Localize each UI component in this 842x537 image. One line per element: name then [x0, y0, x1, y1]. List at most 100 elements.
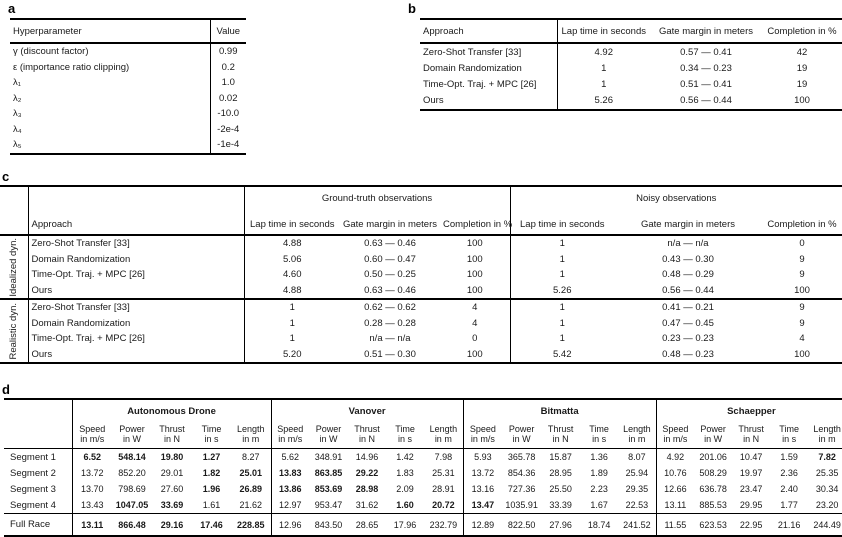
- table-cell: 25.31: [432, 468, 455, 478]
- table-cell: 13.72: [71, 465, 112, 481]
- section-label-text: Realistic dyn.: [7, 302, 19, 360]
- table-cell: 1.77: [780, 500, 798, 510]
- metric-header-line: Time: [201, 423, 222, 434]
- table-cell: 25.01: [239, 468, 263, 478]
- approach-comparison-table: Approach Lap time in seconds Gate margin i…: [420, 18, 842, 111]
- table-cell: 1: [243, 331, 340, 347]
- section-label: Realistic dyn.: [0, 298, 28, 363]
- table-cell: 2.40: [780, 484, 798, 494]
- column-header: Lap time in seconds: [243, 206, 340, 236]
- metric-header: Speed in m/s: [71, 418, 112, 449]
- table-cell: 9: [799, 269, 805, 281]
- table-row: λ₃ -10.0: [10, 106, 246, 122]
- metric-header-line: Length: [237, 423, 265, 434]
- hyperparameter-value: -10.0: [209, 106, 246, 122]
- column-header: Value: [209, 19, 246, 44]
- metric-header-line: in N: [359, 434, 376, 445]
- table-cell: 9: [799, 317, 805, 329]
- table-cell: 13.47: [462, 497, 503, 514]
- table-cell: 2.36: [780, 468, 798, 478]
- table-cell: 5.93: [462, 448, 503, 465]
- hyperparameter-name: γ (discount factor): [13, 46, 89, 58]
- table-cell: 365.78: [507, 452, 536, 462]
- metric-header: Length in m: [231, 418, 272, 449]
- table-cell: 18.74: [580, 513, 619, 536]
- hyperparameter-name: λ₅: [13, 139, 22, 151]
- table-cell: 13.11: [655, 497, 695, 514]
- table-cell: 29.35: [625, 484, 649, 494]
- section-label-text: Idealized dyn.: [7, 237, 19, 297]
- table-row: Hyperparameter Value: [10, 19, 246, 44]
- metric-header-line: Length: [429, 423, 458, 434]
- table-cell: 5.62: [270, 448, 310, 465]
- metric-header: Thrust in N: [152, 418, 192, 449]
- panel-c-label: c: [2, 169, 10, 184]
- approach-name: Zero-Shot Transfer [33]: [27, 235, 244, 252]
- table-cell: 1.83: [396, 468, 414, 478]
- row-header: Segment 4: [10, 499, 56, 511]
- table-cell: 1.36: [590, 452, 608, 462]
- table-cell: 1: [243, 298, 340, 316]
- table-cell: 21.16: [770, 513, 809, 536]
- table-cell: 100: [466, 253, 483, 265]
- column-header: Gate margin in meters: [340, 206, 440, 236]
- table-cell: 1: [556, 60, 650, 77]
- table-cell: 28.65: [348, 513, 387, 536]
- table-cell: 636.78: [699, 484, 727, 494]
- metric-header-line: in N: [743, 434, 760, 445]
- table-cell: 13.43: [71, 497, 112, 514]
- table-cell: 19: [796, 78, 808, 90]
- table-cell: 798.69: [118, 484, 146, 494]
- pilot-header: Schaepper: [655, 399, 842, 418]
- column-header: Lap time in seconds: [556, 19, 650, 44]
- table-cell: 866.48: [112, 513, 152, 536]
- row-header: Segment 2: [10, 467, 56, 479]
- column-header: [0, 186, 28, 206]
- metric-header-line: Thrust: [354, 423, 380, 434]
- table-cell: 28.91: [432, 484, 455, 494]
- table-cell: 33.69: [160, 500, 184, 510]
- table-cell: 885.53: [699, 500, 727, 510]
- table-cell: 9: [762, 298, 842, 316]
- table-cell: 0.47 — 0.45: [662, 317, 714, 329]
- table-cell: 1.61: [202, 500, 221, 510]
- table-cell: 241.52: [618, 513, 657, 536]
- table-cell: 1: [509, 298, 614, 316]
- column-header: Approach: [420, 19, 557, 44]
- metric-header: Power in W: [112, 418, 152, 449]
- hyperparameter-name: λ₁: [13, 77, 21, 89]
- table-cell: 4.92: [655, 448, 695, 465]
- table-cell: 0.50 — 0.25: [364, 269, 416, 281]
- table-cell: 20.72: [432, 500, 455, 510]
- metric-header-line: Power: [315, 423, 342, 434]
- panel-b-label: b: [408, 1, 416, 16]
- table-cell: 953.47: [314, 500, 343, 510]
- pilot-header: Autonomous Drone: [71, 399, 272, 418]
- table-cell: 854.36: [507, 468, 536, 478]
- table-cell: 1: [509, 315, 614, 331]
- hyperparameter-name: ε (importance ratio clipping): [13, 61, 130, 73]
- pilot-header: Vanover: [270, 399, 464, 418]
- table-row: Ours 5.26 0.56 — 0.44 100: [420, 92, 842, 110]
- table-row: Segment 4 13.43 1047.05 33.69 1.61 21.62 12.97…: [4, 497, 842, 514]
- metric-header-line: Length: [813, 423, 841, 434]
- table-cell: 0.63 — 0.46: [364, 238, 416, 250]
- metric-header-line: Power: [119, 423, 145, 434]
- table-cell: 19.80: [160, 452, 184, 462]
- table-cell: 0: [472, 333, 478, 345]
- table-cell: 100: [466, 284, 483, 296]
- row-header: Full Race: [4, 513, 72, 536]
- metric-header: Speed in m/s: [462, 418, 503, 449]
- table-cell: 25.94: [625, 468, 649, 478]
- table-row: λ₁ 1.0: [10, 75, 246, 91]
- table-cell: 10.76: [655, 465, 695, 481]
- section-label: Idealized dyn.: [0, 235, 28, 299]
- row-header: Segment 3: [10, 483, 56, 495]
- table-cell: 11.55: [655, 513, 695, 536]
- metric-header-line: in N: [163, 434, 180, 445]
- metric-header-line: in m/s: [80, 434, 105, 445]
- hyperparameter-value: 0.02: [209, 90, 246, 106]
- table-cell: 727.36: [507, 484, 536, 494]
- table-cell: 1.27: [202, 452, 221, 462]
- table-cell: 22.53: [625, 500, 649, 510]
